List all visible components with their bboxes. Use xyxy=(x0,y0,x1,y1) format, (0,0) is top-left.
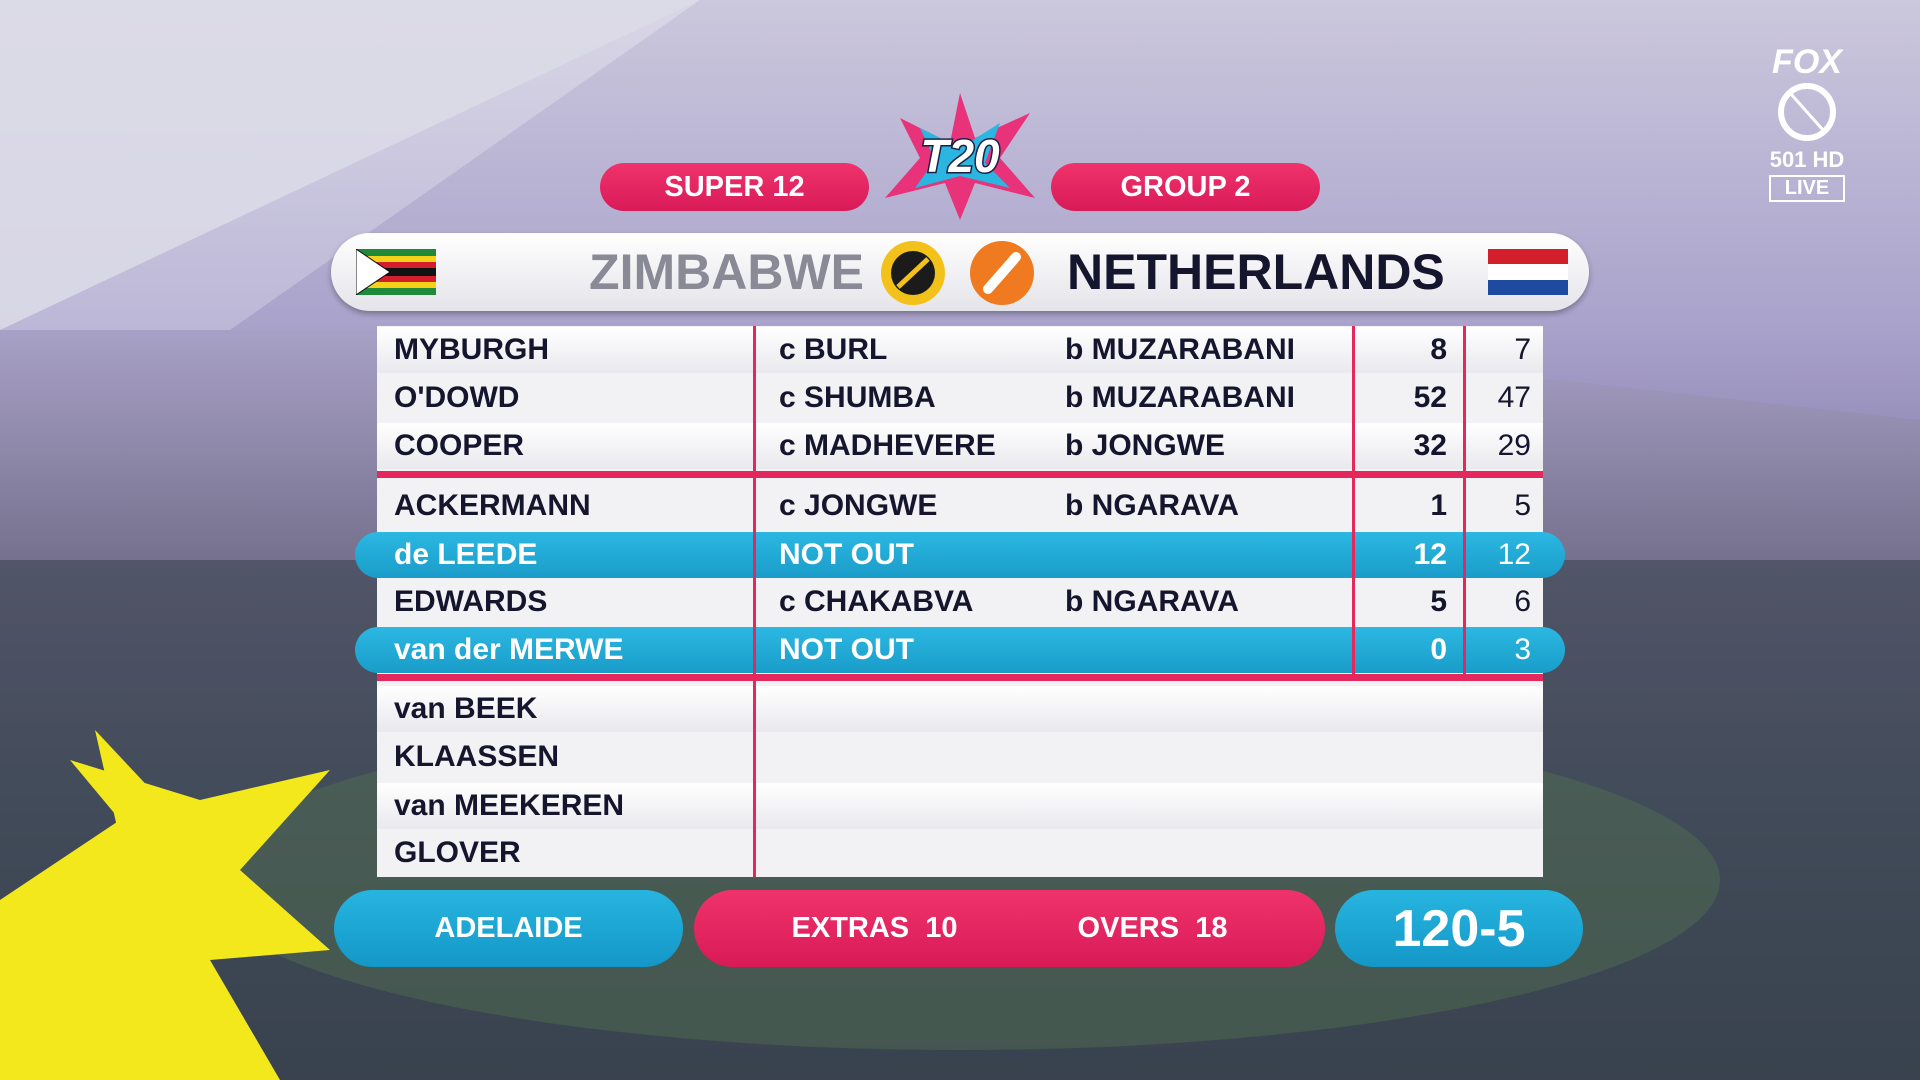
status: NOT OUT xyxy=(779,538,914,571)
runs: 5 xyxy=(1430,585,1447,618)
broadcaster-logo: FOX 501 HD LIVE xyxy=(1763,43,1851,218)
overs: 18 xyxy=(1195,912,1228,944)
channel: 501 HD xyxy=(1769,147,1845,172)
bowling-team: ZIMBABWE xyxy=(589,244,864,300)
fielder: c JONGWE xyxy=(779,489,938,522)
extras-label: EXTRAS xyxy=(791,912,910,944)
batter-row: COOPER c MADHEVERE b JONGWE 32 29 xyxy=(377,423,1543,469)
balls: 12 xyxy=(1497,538,1531,571)
overs-label: OVERS xyxy=(1077,912,1180,944)
yet-to-bat-row: KLAASSEN xyxy=(377,734,1543,780)
runs: 0 xyxy=(1430,633,1447,666)
scorecard: MYBURGH c BURL b MUZARABANI 8 7 O'DOWD c SHUMB… xyxy=(355,326,1565,877)
runs: 8 xyxy=(1430,333,1447,366)
bowler: b MUZARABANI xyxy=(1065,333,1295,366)
zimbabwe-flag xyxy=(356,249,436,295)
batter-name: MYBURGH xyxy=(394,333,549,366)
batter-name: van BEEK xyxy=(394,692,538,725)
score: 120-5 xyxy=(1392,899,1526,958)
bowler: b MUZARABANI xyxy=(1065,381,1295,414)
team-icons xyxy=(881,241,1034,305)
status: NOT OUT xyxy=(779,633,914,666)
column-divider xyxy=(753,326,756,877)
batting-team: NETHERLANDS xyxy=(1067,244,1445,300)
batter-row: EDWARDS c CHAKABVA b NGARAVA 5 6 xyxy=(377,579,1543,625)
runs: 12 xyxy=(1413,538,1447,571)
divider xyxy=(377,674,1543,681)
balls: 7 xyxy=(1514,333,1531,366)
balls: 3 xyxy=(1514,633,1531,666)
batter-name: GLOVER xyxy=(394,836,521,869)
batter-name: EDWARDS xyxy=(394,585,548,618)
batter-row: ACKERMANN c JONGWE b NGARAVA 1 5 xyxy=(377,483,1543,529)
venue-pill: ADELAIDE xyxy=(334,890,683,967)
bowler: b NGARAVA xyxy=(1065,489,1239,522)
batter-name: KLAASSEN xyxy=(394,740,560,773)
yet-to-bat-row: van MEEKEREN xyxy=(377,783,1543,829)
t20-logo: T20 xyxy=(885,93,1035,220)
yet-to-bat-row: GLOVER xyxy=(377,830,1543,876)
extras: 10 xyxy=(925,912,958,944)
logo-text: T20 xyxy=(920,130,1000,182)
fielder: c SHUMBA xyxy=(779,381,936,414)
bowler: b NGARAVA xyxy=(1065,585,1239,618)
column-divider xyxy=(1463,326,1466,676)
batter-row: MYBURGH c BURL b MUZARABANI 8 7 xyxy=(377,327,1543,373)
yet-to-bat-row: van BEEK xyxy=(377,686,1543,732)
network: FOX xyxy=(1772,43,1842,81)
batter-row: van der MERWE NOT OUT 0 3 xyxy=(355,627,1565,673)
batter-name: O'DOWD xyxy=(394,381,520,414)
score-pill: 120-5 xyxy=(1335,890,1583,967)
batter-name: van MEEKEREN xyxy=(394,789,625,822)
summary-pill: EXTRAS 10 OVERS 18 xyxy=(694,890,1325,967)
stage-pill: SUPER 12 xyxy=(600,163,869,211)
batter-row: O'DOWD c SHUMBA b MUZARABANI 52 47 xyxy=(377,375,1543,421)
netherlands-flag xyxy=(1488,249,1568,295)
venue: ADELAIDE xyxy=(434,912,583,944)
column-divider xyxy=(1352,326,1355,676)
fielder: c CHAKABVA xyxy=(779,585,974,618)
divider xyxy=(377,471,1543,478)
batter-name: COOPER xyxy=(394,429,525,462)
team-bar: ZIMBABWE NETHERLANDS xyxy=(331,233,1589,311)
batter-name: van der MERWE xyxy=(394,633,624,666)
ball-icon xyxy=(1778,83,1836,141)
stage: SUPER 12 xyxy=(664,170,805,203)
balls: 5 xyxy=(1514,489,1531,522)
balls: 29 xyxy=(1497,429,1531,462)
batter-name: de LEEDE xyxy=(394,538,538,571)
balls: 6 xyxy=(1514,585,1531,618)
runs: 52 xyxy=(1413,381,1447,414)
balls: 47 xyxy=(1497,381,1531,414)
group-pill: GROUP 2 xyxy=(1051,163,1320,211)
batter-name: ACKERMANN xyxy=(394,489,591,522)
fielder: c BURL xyxy=(779,333,888,366)
runs: 32 xyxy=(1413,429,1447,462)
fielder: c MADHEVERE xyxy=(779,429,996,462)
runs: 1 xyxy=(1430,489,1447,522)
batter-row: de LEEDE NOT OUT 12 12 xyxy=(355,532,1565,578)
group: GROUP 2 xyxy=(1120,170,1251,203)
live: LIVE xyxy=(1769,175,1845,202)
bowler: b JONGWE xyxy=(1065,429,1226,462)
